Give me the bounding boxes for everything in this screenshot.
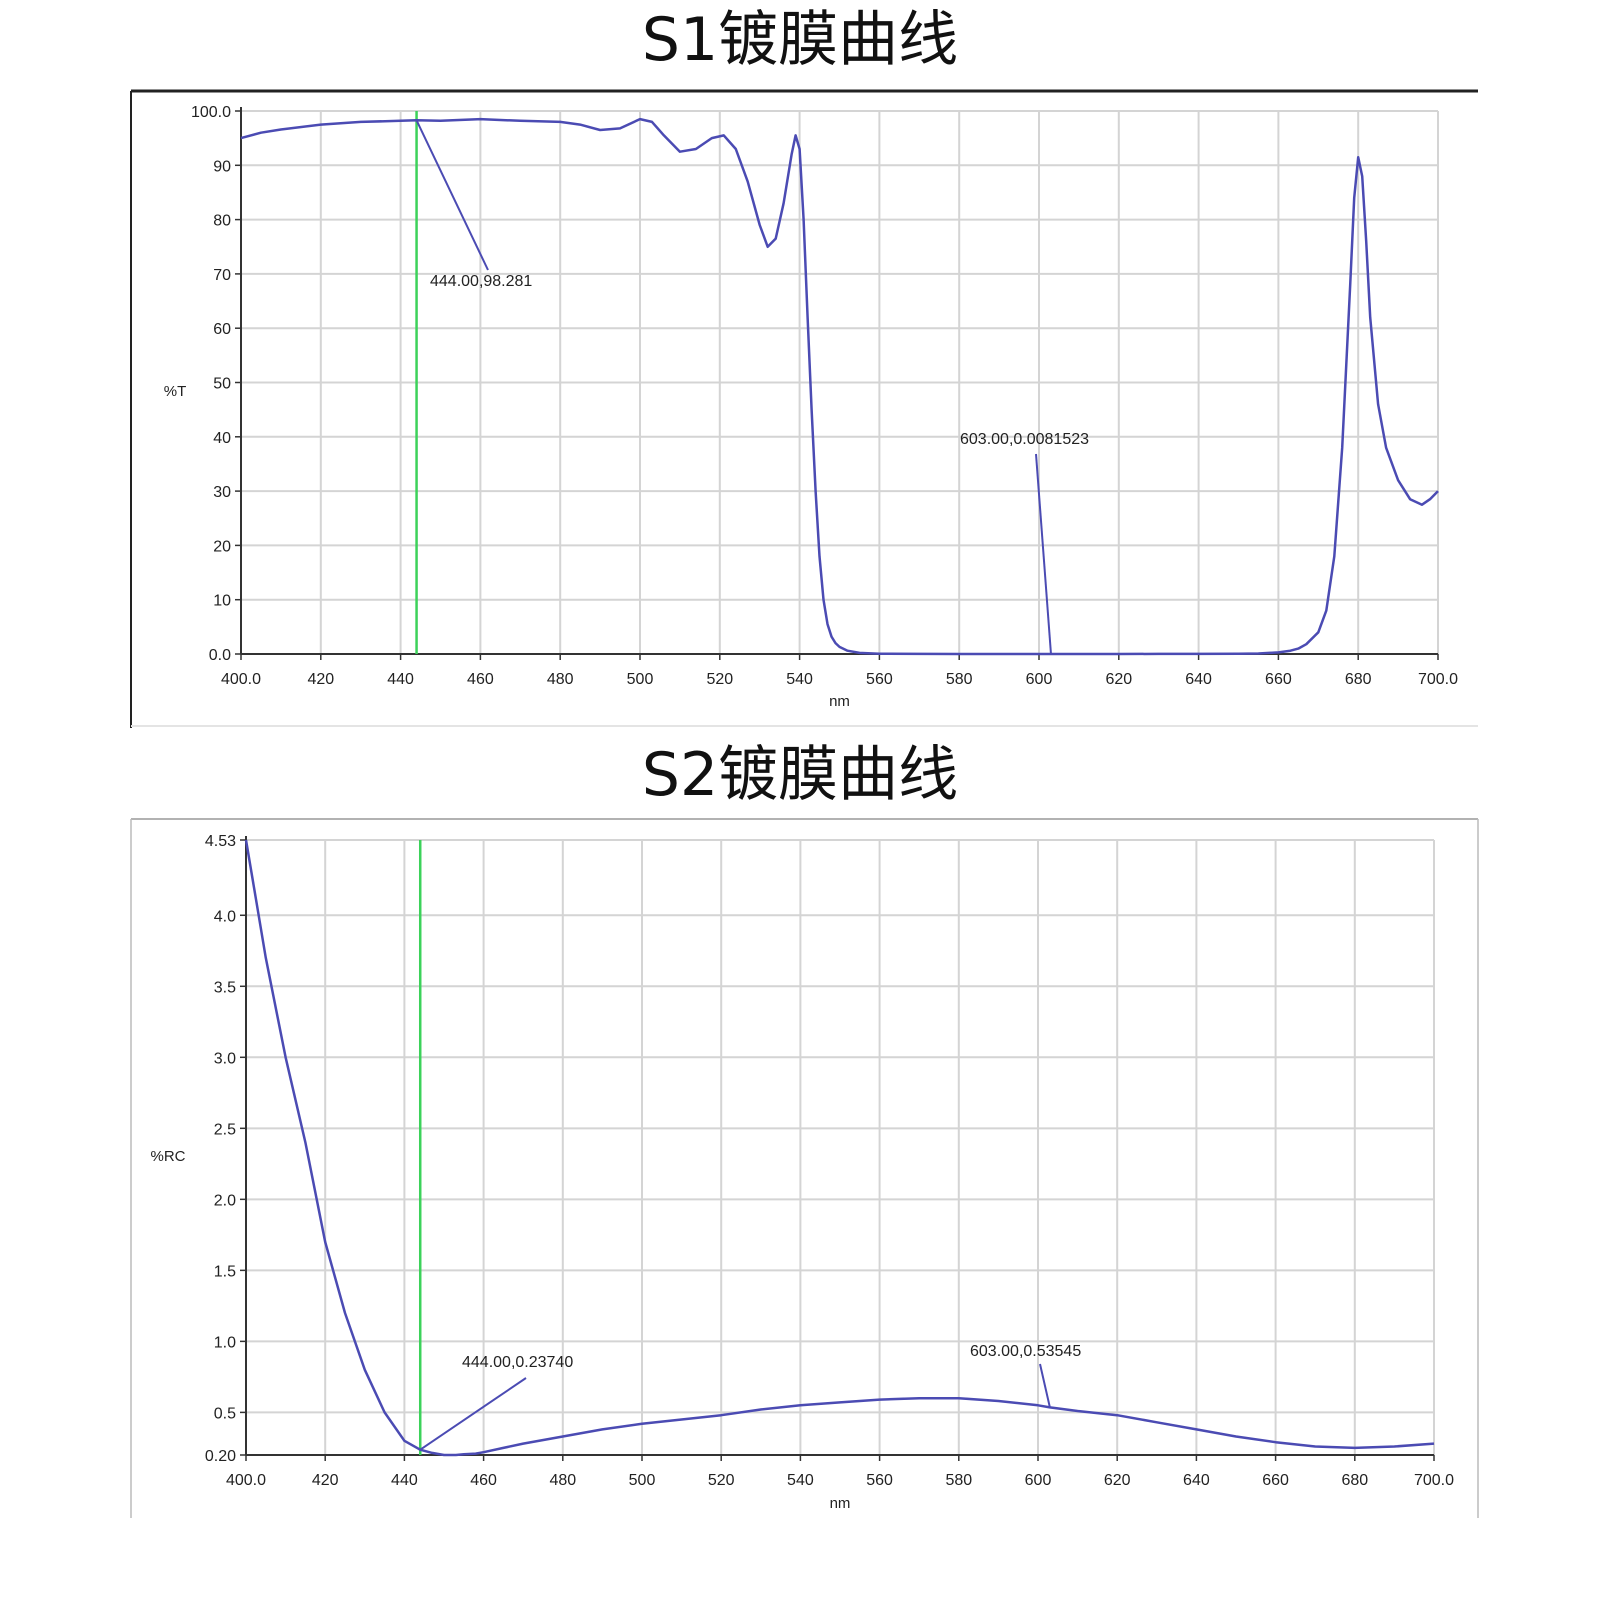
x-tick-label: 660 <box>1262 1472 1289 1489</box>
y-tick-label: 20 <box>213 538 231 555</box>
panel-s1-frame <box>130 89 1478 728</box>
x-tick-label: 480 <box>547 671 574 688</box>
x-tick-label: 600 <box>1026 671 1053 688</box>
x-tick-label: 700.0 <box>1414 1472 1454 1489</box>
y-axis-label: %RC <box>150 1148 185 1165</box>
y-tick-label: 100.0 <box>191 104 231 121</box>
x-tick-label: 640 <box>1185 671 1212 688</box>
x-tick-label: 540 <box>786 671 813 688</box>
annotation-label: 603.00,0.53545 <box>970 1343 1081 1360</box>
x-tick-label: 500 <box>627 671 654 688</box>
x-tick-label: 400.0 <box>226 1472 266 1489</box>
x-tick-label: 440 <box>387 671 414 688</box>
x-tick-label: 520 <box>708 1472 735 1489</box>
x-tick-label: 400.0 <box>221 671 261 688</box>
y-tick-label: 0.5 <box>214 1405 236 1422</box>
annotation-leader <box>1039 1363 1051 1408</box>
y-axis-label: %T <box>164 383 187 400</box>
y-tick-label: 2.5 <box>214 1121 236 1138</box>
annotation-leader <box>415 119 489 271</box>
x-tick-label: 520 <box>706 671 733 688</box>
x-tick-label: 580 <box>946 671 973 688</box>
x-tick-label: 420 <box>312 1472 339 1489</box>
y-tick-label: 1.5 <box>214 1263 236 1280</box>
y-tick-label: 80 <box>213 213 231 230</box>
x-tick-label: 640 <box>1183 1472 1210 1489</box>
plot-s1: 400.0 420 440 460 480 500 520 540 560 580 600 620 64… <box>164 104 1458 710</box>
y-tick-label: 90 <box>213 158 231 175</box>
chart-title-s1: S1镀膜曲线 <box>641 5 959 75</box>
x-tick-label: 620 <box>1104 1472 1131 1489</box>
annotation-leader <box>1035 453 1052 655</box>
x-tick-label: 580 <box>945 1472 972 1489</box>
y-tick-label: 1.0 <box>214 1334 236 1351</box>
x-tick-label: 700.0 <box>1418 671 1458 688</box>
x-axis-label: nm <box>830 1495 851 1512</box>
y-tick-label: 30 <box>213 484 231 501</box>
chart-title-s2: S2镀膜曲线 <box>641 740 959 810</box>
y-tick-label: 2.0 <box>214 1192 236 1209</box>
x-tick-label: 420 <box>307 671 334 688</box>
y-tick-label: 0.20 <box>205 1448 236 1465</box>
x-tick-label: 460 <box>470 1472 497 1489</box>
y-tick-label: 4.53 <box>205 833 236 850</box>
x-tick-label: 460 <box>467 671 494 688</box>
y-tick-label: 50 <box>213 376 231 393</box>
x-tick-label: 560 <box>866 671 893 688</box>
x-tick-label: 480 <box>549 1472 576 1489</box>
x-tick-label: 500 <box>629 1472 656 1489</box>
series-line <box>240 117 1439 656</box>
x-axis-label: nm <box>829 693 850 710</box>
y-tick-label: 4.0 <box>214 908 236 925</box>
y-tick-label: 0.0 <box>209 647 231 664</box>
y-tick-label: 3.0 <box>214 1050 236 1067</box>
y-tick-label: 70 <box>213 267 231 284</box>
x-tick-label: 600 <box>1025 1472 1052 1489</box>
x-tick-label: 660 <box>1265 671 1292 688</box>
y-tick-label: 10 <box>213 593 231 610</box>
x-tick-label: 560 <box>866 1472 893 1489</box>
panel-s2-frame <box>130 818 1479 1518</box>
annotation-label: 444.00,0.23740 <box>462 1354 573 1371</box>
x-tick-label: 620 <box>1105 671 1132 688</box>
series-line <box>244 839 1435 1457</box>
plot-s2: 400.0 420 440 460 480 500 520 540 560 580 600 620 64… <box>150 833 1454 1512</box>
annotation-label: 444.00,98.281 <box>430 273 532 290</box>
annotation-leader <box>419 1377 527 1451</box>
y-tick-label: 3.5 <box>214 979 236 996</box>
x-tick-label: 680 <box>1341 1472 1368 1489</box>
y-tick-label: 40 <box>213 430 231 447</box>
x-tick-label: 440 <box>391 1472 418 1489</box>
annotation-label: 603.00,0.0081523 <box>960 431 1089 448</box>
y-tick-label: 60 <box>213 321 231 338</box>
x-tick-label: 680 <box>1345 671 1372 688</box>
x-tick-label: 540 <box>787 1472 814 1489</box>
